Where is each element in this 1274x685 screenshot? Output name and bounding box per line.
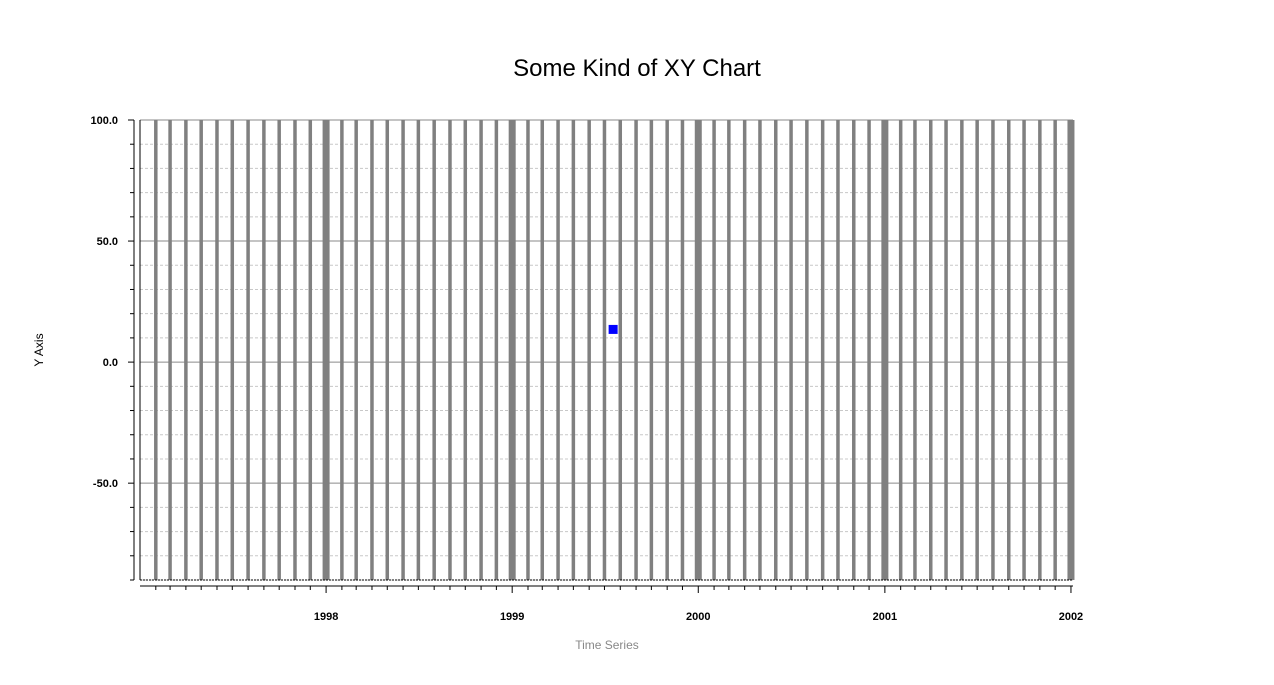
domain-marker <box>1022 120 1026 580</box>
domain-marker <box>852 120 856 580</box>
domain-marker <box>1007 120 1011 580</box>
domain-marker <box>602 120 607 580</box>
domain-marker <box>246 120 250 580</box>
domain-marker <box>634 120 638 580</box>
domain-marker <box>649 120 654 580</box>
domain-marker <box>665 120 669 580</box>
x-tick-label: 1998 <box>314 611 338 623</box>
domain-marker <box>836 120 840 580</box>
domain-marker <box>184 120 188 580</box>
domain-marker <box>805 120 809 580</box>
y-tick-label: 50.0 <box>97 236 118 248</box>
domain-marker <box>712 120 716 580</box>
y-axis-label: Y Axis <box>32 333 46 366</box>
domain-marker <box>370 120 374 580</box>
domain-marker <box>774 120 778 580</box>
domain-marker <box>385 120 390 580</box>
domain-marker <box>556 120 560 580</box>
x-axis-label: Time Series <box>575 638 639 652</box>
domain-marker <box>340 120 344 580</box>
domain-marker <box>742 120 747 580</box>
domain-marker <box>262 120 266 580</box>
domain-marker <box>432 120 436 580</box>
domain-marker <box>293 120 297 580</box>
domain-marker <box>230 120 235 580</box>
domain-marker <box>929 120 933 580</box>
domain-marker <box>913 120 917 580</box>
domain-marker <box>354 120 358 580</box>
domain-marker <box>1038 120 1042 580</box>
domain-marker <box>199 120 203 580</box>
domain-marker <box>494 120 499 580</box>
domain-marker <box>401 120 405 580</box>
domain-marker <box>479 120 483 580</box>
domain-marker <box>867 120 871 580</box>
domain-marker <box>168 120 172 580</box>
domain-marker <box>944 120 948 580</box>
domain-marker <box>322 120 330 580</box>
domain-markers <box>154 120 1075 580</box>
domain-marker <box>789 120 793 580</box>
domain-marker <box>508 120 516 580</box>
domain-marker <box>960 120 964 580</box>
domain-marker <box>618 120 623 580</box>
domain-marker <box>694 120 702 580</box>
domain-marker <box>416 120 421 580</box>
domain-marker <box>820 120 825 580</box>
domain-marker <box>881 120 889 580</box>
domain-marker <box>540 120 545 580</box>
domain-marker <box>1053 120 1057 580</box>
domain-marker <box>758 120 762 580</box>
domain-marker <box>680 120 685 580</box>
chart-title: Some Kind of XY Chart <box>513 55 761 82</box>
y-tick-label: -50.0 <box>93 478 118 490</box>
x-tick-label: 2002 <box>1059 611 1083 623</box>
y-tick-label: 100.0 <box>90 115 118 127</box>
x-tick-label: 2001 <box>873 611 897 623</box>
domain-marker <box>975 120 979 580</box>
domain-marker <box>571 120 576 580</box>
domain-marker <box>277 120 281 580</box>
domain-marker <box>463 120 468 580</box>
data-point <box>608 324 618 334</box>
axes: 100.0 50.0 0.0 -50.0 1998 1999 2000 2001 2002 <box>90 115 1083 623</box>
domain-marker <box>727 120 731 580</box>
domain-marker <box>898 120 903 580</box>
domain-marker <box>526 120 530 580</box>
domain-marker <box>448 120 452 580</box>
y-tick-label: 0.0 <box>103 357 118 369</box>
domain-marker <box>154 120 158 580</box>
x-tick-label: 2000 <box>686 611 710 623</box>
domain-marker <box>308 120 313 580</box>
data-points <box>608 324 618 334</box>
domain-marker <box>1067 120 1075 580</box>
domain-marker <box>587 120 591 580</box>
domain-marker <box>991 120 995 580</box>
x-tick-label: 1999 <box>500 611 524 623</box>
domain-marker <box>215 120 219 580</box>
